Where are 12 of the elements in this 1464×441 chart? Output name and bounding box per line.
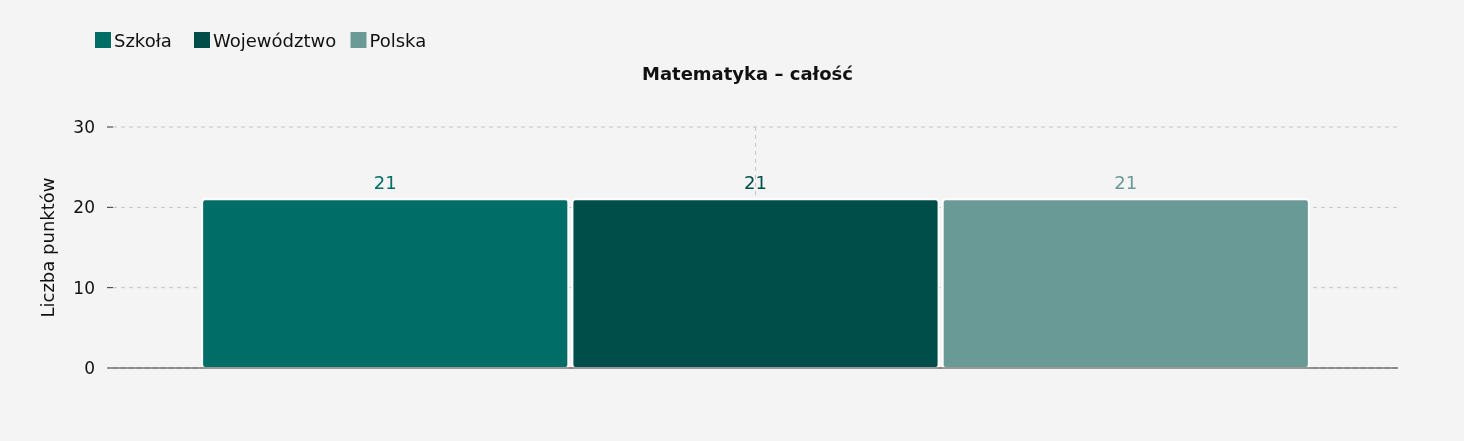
legend-label: Szkoła (114, 30, 172, 51)
data-label: 21 (744, 172, 767, 194)
y-axis-title: Liczba punktów (37, 177, 58, 318)
y-tick-label: 0 (84, 357, 95, 378)
y-tick-label: 30 (73, 116, 95, 137)
legend-label: Województwo (213, 30, 337, 51)
data-label: 21 (1114, 172, 1138, 194)
chart-title: Matematyka – całość (641, 63, 854, 84)
data-label: 21 (373, 172, 397, 194)
y-tick-label: 10 (73, 277, 95, 298)
y-tick-label: 20 (73, 197, 95, 218)
legend-label: Polska (369, 30, 427, 51)
